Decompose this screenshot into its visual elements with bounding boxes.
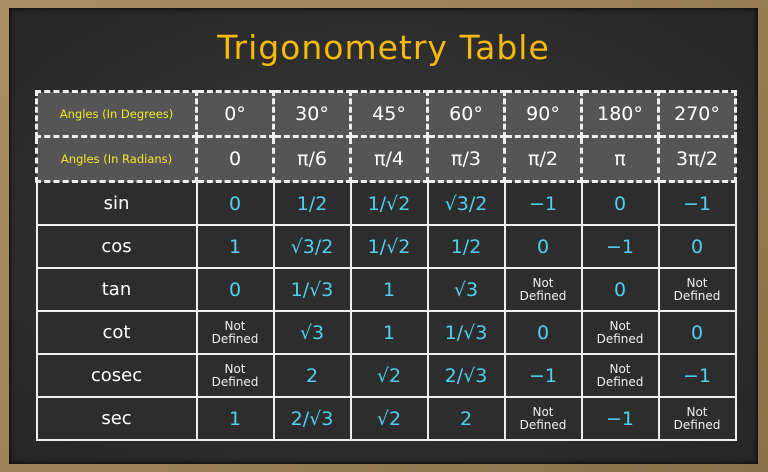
table-row: cosec Not Defined 2 √2 2/√3 −1 Not Defined −1 (35, 353, 737, 398)
value-cell: 2 (272, 353, 352, 398)
function-name: cosec (35, 353, 198, 398)
function-name: tan (35, 267, 198, 312)
value-cell: √3 (426, 267, 506, 312)
value-cell: 0 (503, 310, 583, 355)
function-name: cot (35, 310, 198, 355)
angle-cell: 60° (426, 90, 506, 138)
angle-cell: 0° (195, 90, 275, 138)
value-cell: Not Defined (503, 396, 583, 441)
value-cell: −1 (657, 353, 737, 398)
angle-cell: π/3 (426, 135, 506, 183)
value-cell: 1/√2 (349, 224, 429, 269)
value-cell: √2 (349, 396, 429, 441)
value-cell: 1 (195, 224, 275, 269)
value-cell: −1 (580, 396, 660, 441)
value-cell: 2 (426, 396, 506, 441)
table-row: sec 1 2/√3 √2 2 Not Defined −1 Not Defined (35, 396, 737, 441)
value-cell: √3/2 (272, 224, 352, 269)
value-cell: 1/√3 (426, 310, 506, 355)
value-cell: 0 (657, 224, 737, 269)
table-row: cot Not Defined √3 1 1/√3 0 Not Defined 0 (35, 310, 737, 355)
value-cell: Not Defined (580, 353, 660, 398)
angle-cell: π (580, 135, 660, 183)
value-cell: 1/√3 (272, 267, 352, 312)
angle-cell: 270° (657, 90, 737, 138)
header-label: Angles (In Radians) (35, 135, 198, 183)
angle-cell: 45° (349, 90, 429, 138)
header-label: Angles (In Degrees) (35, 90, 198, 138)
value-cell: 1 (349, 310, 429, 355)
value-cell: −1 (580, 224, 660, 269)
value-cell: 0 (195, 180, 275, 226)
value-cell: 1 (195, 396, 275, 441)
value-cell: −1 (503, 180, 583, 226)
value-cell: Not Defined (657, 396, 737, 441)
angle-cell: π/4 (349, 135, 429, 183)
angle-cell: 0 (195, 135, 275, 183)
angle-cell: 90° (503, 90, 583, 138)
table-row: tan 0 1/√3 1 √3 Not Defined 0 Not Defined (35, 267, 737, 312)
value-cell: 2/√3 (426, 353, 506, 398)
function-name: sec (35, 396, 198, 441)
header-row: Angles (In Degrees) 0° 30° 45° 60° 90° 180° 270… (35, 90, 737, 138)
angle-cell: 30° (272, 90, 352, 138)
value-cell: 2/√3 (272, 396, 352, 441)
table-row: sin 0 1/2 1/√2 √3/2 −1 0 −1 (35, 180, 737, 226)
angle-cell: π/2 (503, 135, 583, 183)
angle-cell: π/6 (272, 135, 352, 183)
value-cell: √3/2 (426, 180, 506, 226)
trig-table: Angles (In Degrees) 0° 30° 45° 60° 90° 180° 270… (35, 90, 737, 441)
value-cell: 1 (349, 267, 429, 312)
value-cell: 1/√2 (349, 180, 429, 226)
value-cell: −1 (657, 180, 737, 226)
function-name: sin (35, 180, 198, 226)
value-cell: 1/2 (426, 224, 506, 269)
value-cell: √3 (272, 310, 352, 355)
value-cell: Not Defined (195, 353, 275, 398)
value-cell: Not Defined (503, 267, 583, 312)
page-title: Trigonometry Table (217, 28, 550, 67)
chalkboard: Trigonometry Table Angles (In Degrees) 0°… (9, 8, 758, 464)
table-row: cos 1 √3/2 1/√2 1/2 0 −1 0 (35, 224, 737, 269)
value-cell: Not Defined (657, 267, 737, 312)
value-cell: 1/2 (272, 180, 352, 226)
value-cell: 0 (580, 180, 660, 226)
value-cell: Not Defined (580, 310, 660, 355)
value-cell: 0 (657, 310, 737, 355)
angle-cell: 180° (580, 90, 660, 138)
value-cell: −1 (503, 353, 583, 398)
function-name: cos (35, 224, 198, 269)
value-cell: 0 (503, 224, 583, 269)
value-cell: 0 (195, 267, 275, 312)
value-cell: √2 (349, 353, 429, 398)
angle-cell: 3π/2 (657, 135, 737, 183)
value-cell: Not Defined (195, 310, 275, 355)
header-row: Angles (In Radians) 0 π/6 π/4 π/3 π/2 π 3π/2 (35, 135, 737, 183)
value-cell: 0 (580, 267, 660, 312)
